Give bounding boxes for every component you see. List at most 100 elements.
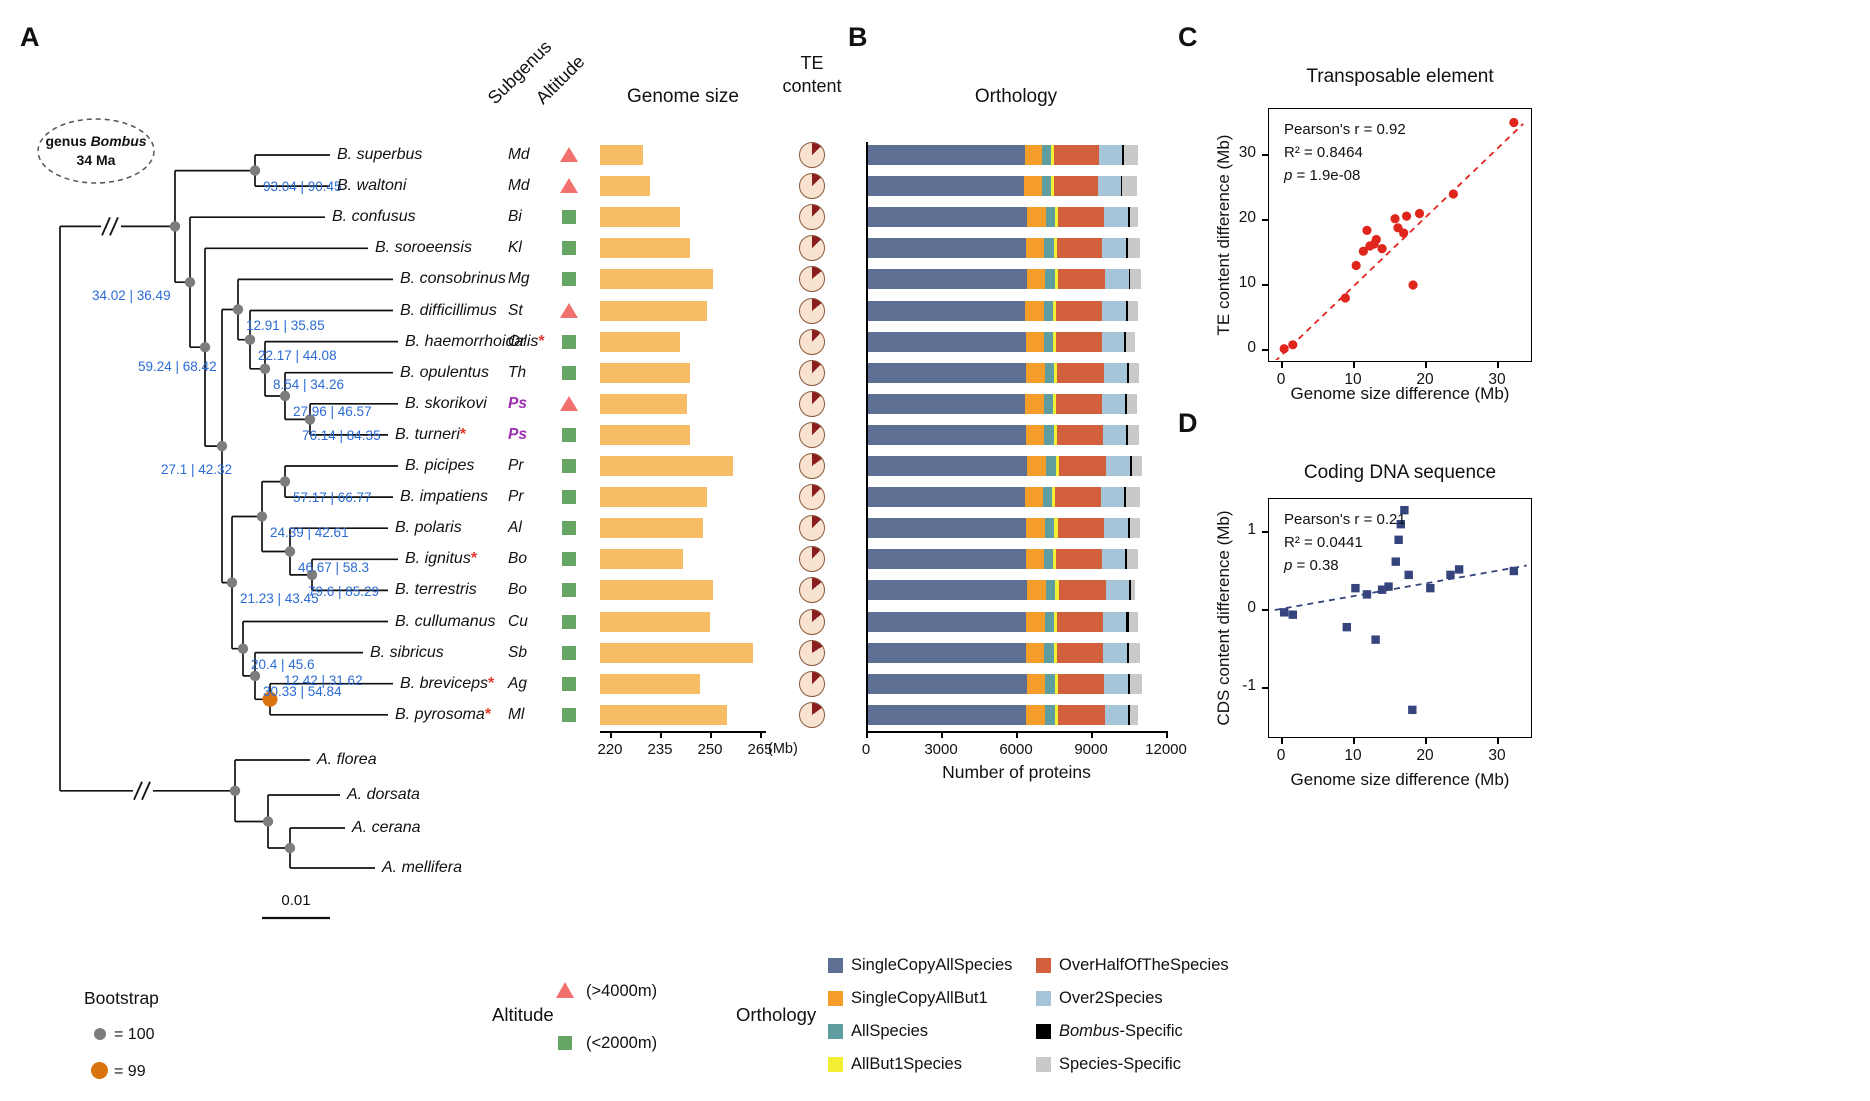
- orthology-segment-OverHalfOfTheSpecies: [1057, 362, 1104, 383]
- data-point: [1426, 583, 1435, 593]
- orthology-segment-AllBut1Species: [1054, 269, 1058, 290]
- subgenus-label: Or: [508, 332, 526, 350]
- orthology-bar: [866, 362, 1140, 383]
- orthology-segment-SingleCopyAllBut1: [1025, 238, 1044, 259]
- orthology-segment-AllBut1Species: [1053, 611, 1057, 632]
- orthology-segment-Bombus-Specific: [1125, 300, 1128, 321]
- subgenus-label: Cu: [508, 612, 528, 630]
- node-support-Lb: 21.23 | 43.45: [240, 590, 319, 606]
- orthology-axis-title: Number of proteins: [942, 762, 1091, 782]
- bootstrap-100-node-dot: [279, 476, 291, 487]
- scatter-x-tick-label: 0: [1276, 747, 1286, 764]
- subgenus-label: Ps: [508, 394, 527, 412]
- subgenus-label: Kl: [508, 239, 522, 257]
- species-name: B. consobrinus: [400, 270, 506, 288]
- orthology-segment-AllBut1Species: [1055, 456, 1059, 476]
- orthology-segment-Bombus-Specific: [1127, 362, 1129, 383]
- orthology-segment-SingleCopyAllSpecies: [866, 269, 1027, 290]
- orthology-segment-OverHalfOfTheSpecies: [1057, 704, 1105, 725]
- orthology-segment-AllSpecies: [1043, 331, 1053, 352]
- orthology-segment-SingleCopyAllBut1: [1026, 207, 1046, 228]
- orthology-segment-AllBut1Species: [1054, 207, 1058, 228]
- orthology-segment-OverHalfOfTheSpecies: [1057, 269, 1105, 290]
- orthology-segment-AllSpecies: [1043, 393, 1053, 414]
- genome-axis-tick-label: 235: [647, 741, 673, 758]
- orthology-axis-tick: [866, 731, 868, 738]
- node-support-U3: 8.54 | 34.26: [273, 376, 345, 392]
- orthology-segment-SingleCopyAllSpecies: [866, 238, 1026, 259]
- bootstrap-100-node-dot: [306, 569, 318, 581]
- scatter-y-tick: [1262, 349, 1268, 351]
- te-content-pie: [799, 328, 825, 355]
- orthology-bar: [866, 238, 1140, 259]
- genome-size-bar: [600, 704, 727, 725]
- data-point: [1408, 280, 1418, 290]
- scatter-y-tick-label: 30: [1238, 144, 1256, 161]
- panel-a-label: A: [20, 22, 40, 52]
- data-point: [1509, 117, 1519, 128]
- orthology-segment-OverHalfOfTheSpecies: [1057, 518, 1104, 539]
- orthology-segment-Bombus-Specific: [1129, 580, 1131, 601]
- te-content-pie: [799, 546, 825, 573]
- species-name: B. terrestris: [395, 581, 477, 599]
- orthology-segment-AllSpecies: [1045, 704, 1055, 725]
- species-name: B. confusus: [332, 208, 416, 226]
- orthology-segment-Over2Species: [1102, 300, 1126, 321]
- node-support-Lpo: 46.67 | 58.3: [298, 559, 370, 575]
- orthology-y-axis-line: [866, 142, 868, 732]
- orthology-segment-Species-Specific: [1129, 642, 1140, 663]
- data-point: [1342, 622, 1351, 632]
- te-scatter-plot: [1268, 108, 1532, 363]
- orthology-segment-Species-Specific: [1129, 518, 1140, 539]
- bootstrap-100-node-dot: [249, 165, 261, 176]
- te-content-pie: [799, 670, 825, 697]
- data-point: [1408, 705, 1417, 715]
- orthology-segment-OverHalfOfTheSpecies: [1056, 300, 1103, 321]
- altitude-low-square-icon: [562, 459, 576, 473]
- data-point: [1390, 214, 1400, 224]
- subgenus-label: Bi: [508, 208, 522, 226]
- orthology-segment-AllSpecies: [1045, 269, 1055, 290]
- panel-c-label: C: [1178, 22, 1198, 52]
- orthology-segment-Species-Specific: [1132, 456, 1143, 476]
- orthology-segment-Species-Specific: [1130, 704, 1138, 725]
- orthology-segment-Over2Species: [1099, 145, 1123, 165]
- node-support-La: 24.39 | 42.61: [270, 524, 349, 540]
- orthology-segment-SingleCopyAllSpecies: [866, 456, 1027, 476]
- data-point: [1384, 582, 1393, 591]
- genome-axis-tick-label: 265: [747, 741, 773, 758]
- genome-axis-tick: [610, 731, 612, 738]
- orthology-segment-OverHalfOfTheSpecies: [1056, 611, 1103, 632]
- significance-asterisk: *: [538, 332, 545, 350]
- subgenus-label: Pr: [508, 457, 524, 474]
- orthology-bar: [866, 300, 1138, 321]
- bootstrap-99-node-dot: [262, 691, 278, 707]
- subgenus-label: Ml: [508, 705, 525, 723]
- orthology-segment-AllBut1Species: [1054, 518, 1058, 539]
- scatter-y-tick: [1262, 284, 1268, 286]
- orthology-bar: [866, 207, 1138, 228]
- bootstrap-100-node-dot: [244, 334, 256, 345]
- orthology-segment-Over2Species: [1105, 456, 1130, 476]
- orthology-bar: [866, 580, 1135, 601]
- scatter-y-tick-label: 0: [1247, 339, 1256, 356]
- data-point: [1362, 590, 1372, 599]
- scatter-x-tick: [1497, 738, 1499, 744]
- bootstrap-100-node-dot: [216, 440, 228, 452]
- altitude-low-square-icon: [562, 707, 576, 722]
- scatter-y-tick: [1262, 531, 1268, 533]
- node-support-C1: 59.24 | 68.42: [138, 359, 217, 375]
- scatter-y-tick-label: -1: [1242, 677, 1256, 694]
- orthology-segment-OverHalfOfTheSpecies: [1058, 580, 1106, 601]
- te-scatter-x-axis-title: Genome size difference (Mb): [1290, 384, 1510, 403]
- orthology-segment-Species-Specific: [1128, 238, 1140, 259]
- species-name: B. pyrosoma*: [395, 705, 492, 723]
- te-content-pie: [799, 421, 825, 448]
- scatter-x-tick-label: 20: [1416, 747, 1434, 764]
- orthology-segment-SingleCopyAllSpecies: [866, 611, 1026, 632]
- node-support-N1: 93.04 | 90.45: [263, 178, 342, 194]
- te-content-pie: [799, 577, 825, 604]
- node-support-Lpy: 12.42 | 31.62: [284, 673, 363, 689]
- orthology-segment-Over2Species: [1103, 518, 1128, 539]
- orthology-segment-SingleCopyAllSpecies: [866, 362, 1026, 383]
